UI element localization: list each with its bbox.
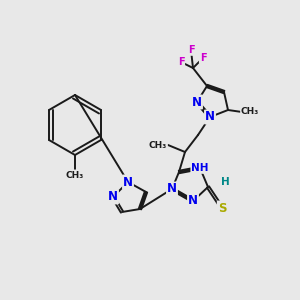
Text: CH₃: CH₃ <box>149 140 167 149</box>
Text: NH: NH <box>191 163 209 173</box>
Text: F: F <box>200 53 206 63</box>
Text: N: N <box>123 176 133 188</box>
Text: N: N <box>192 95 202 109</box>
Text: H: H <box>220 177 230 187</box>
Text: F: F <box>178 57 184 67</box>
Text: N: N <box>188 194 198 208</box>
Text: F: F <box>188 45 194 55</box>
Text: N: N <box>167 182 177 196</box>
Text: CH₃: CH₃ <box>66 170 84 179</box>
Text: N: N <box>205 110 215 124</box>
Text: N: N <box>108 190 118 203</box>
Text: CH₃: CH₃ <box>241 107 259 116</box>
Text: S: S <box>218 202 226 214</box>
